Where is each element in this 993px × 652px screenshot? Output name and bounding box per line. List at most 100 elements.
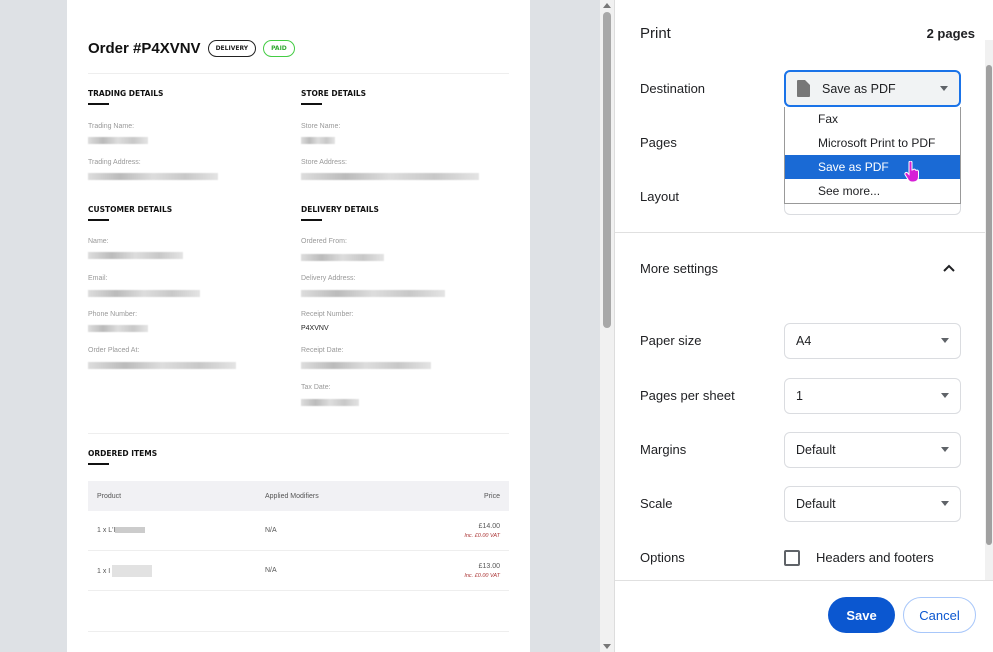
options-label: Options (640, 550, 685, 565)
pages-per-sheet-label: Pages per sheet (640, 388, 735, 403)
chevron-up-icon[interactable] (943, 264, 955, 272)
destination-select[interactable]: Save as PDF (784, 70, 961, 107)
trading-address-label: Trading Address: (88, 159, 141, 166)
cancel-button[interactable]: Cancel (903, 597, 976, 633)
order-title-row: Order #P4XVNV DELIVERY PAID (88, 40, 295, 57)
margins-value: Default (796, 443, 836, 457)
headers-footers-checkbox[interactable] (784, 550, 800, 566)
redacted-value (88, 137, 148, 144)
ordered-from-label: Ordered From: (301, 238, 347, 245)
order-placed-label: Order Placed At: (88, 347, 140, 354)
headers-footers-label[interactable]: Headers and footers (816, 550, 934, 565)
redacted-value (88, 252, 183, 259)
redacted-value (115, 527, 146, 534)
email-label: Email: (88, 275, 108, 282)
scale-select[interactable]: Default (784, 486, 961, 522)
save-button[interactable]: Save (828, 597, 895, 633)
hand-cursor-icon (904, 161, 919, 183)
modifiers-cell: N/A (265, 527, 277, 534)
store-address-label: Store Address: (301, 159, 347, 166)
price-cell: £13.00 Inc. £0.00 VAT (464, 563, 500, 579)
redacted-value (301, 290, 445, 297)
price: £13.00 (478, 562, 500, 570)
redacted-value (301, 399, 359, 406)
margins-select[interactable]: Default (784, 432, 961, 468)
divider (615, 580, 993, 581)
option-microsoft-print-to-pdf[interactable]: Microsoft Print to PDF (818, 136, 936, 150)
dropdown-arrow-icon (941, 501, 949, 510)
divider (88, 631, 509, 632)
vat-note: Inc. £0.00 VAT (464, 572, 500, 579)
destination-value: Save as PDF (822, 81, 896, 96)
price: £14.00 (478, 522, 500, 530)
redacted-value (88, 362, 236, 369)
name-label: Name: (88, 238, 109, 245)
order-title: Order #P4XVNV (88, 40, 201, 57)
pages-label: Pages (640, 135, 677, 150)
store-details-heading: STORE DETAILS (301, 89, 366, 105)
delivery-address-label: Delivery Address: (301, 275, 356, 282)
redacted-value (88, 290, 200, 297)
layout-label: Layout (640, 189, 680, 204)
paper-size-value: A4 (796, 334, 812, 348)
pages-per-sheet-select[interactable]: 1 (784, 378, 961, 414)
scrollbar-thumb[interactable] (603, 12, 611, 328)
product-name: 1 x I (97, 567, 111, 575)
margins-label: Margins (640, 442, 687, 457)
more-settings-toggle[interactable]: More settings (640, 261, 719, 276)
pages-per-sheet-value: 1 (796, 389, 803, 403)
dropdown-arrow-icon (941, 393, 949, 402)
scrollbar-thumb[interactable] (986, 65, 992, 545)
option-fax[interactable]: Fax (818, 112, 839, 126)
paper-size-label: Paper size (640, 333, 702, 348)
product-cell: 1 x I (97, 564, 265, 577)
scroll-down-icon[interactable] (603, 642, 611, 650)
header-price: Price (484, 492, 500, 500)
table-row: 1 x I N/A £13.00 Inc. £0.00 VAT (88, 551, 509, 591)
page-count: 2 pages (926, 26, 975, 41)
redacted-value (88, 325, 148, 332)
table-row: 1 x L'I N/A £14.00 Inc. £0.00 VAT (88, 511, 509, 551)
price-cell: £14.00 Inc. £0.00 VAT (464, 523, 500, 539)
store-name-label: Store Name: (301, 123, 341, 130)
receipt-date-label: Receipt Date: (301, 347, 344, 354)
redacted-value (301, 173, 479, 180)
header-product: Product (97, 492, 122, 500)
destination-dropdown-menu[interactable]: Fax Microsoft Print to PDF Save as PDF S… (784, 107, 961, 204)
vat-note: Inc. £0.00 VAT (464, 532, 500, 539)
receipt-number-label: Receipt Number: (301, 311, 354, 318)
dropdown-arrow-icon (941, 338, 949, 347)
receipt-number-value: P4XVNV (301, 325, 329, 332)
customer-details-heading: CUSTOMER DETAILS (88, 205, 172, 221)
paid-badge: PAID (263, 40, 295, 57)
ordered-items-table: Product Applied Modifiers Price 1 x L'I … (88, 481, 509, 591)
product-name: 1 x L'I (97, 527, 116, 534)
print-preview: Order #P4XVNV DELIVERY PAID TRADING DETA… (0, 0, 600, 652)
option-save-as-pdf[interactable]: Save as PDF (785, 155, 960, 179)
tax-date-label: Tax Date: (301, 384, 331, 391)
dropdown-arrow-icon (941, 447, 949, 456)
scale-value: Default (796, 497, 836, 511)
header-modifiers: Applied Modifiers (265, 492, 319, 500)
print-title: Print (640, 25, 671, 42)
redacted-value (301, 137, 335, 144)
preview-page: Order #P4XVNV DELIVERY PAID TRADING DETA… (67, 0, 530, 652)
settings-scrollbar[interactable] (985, 40, 993, 580)
trading-details-heading: TRADING DETAILS (88, 89, 163, 105)
table-header: Product Applied Modifiers Price (88, 481, 509, 511)
scroll-up-icon[interactable] (603, 2, 611, 10)
paper-size-select[interactable]: A4 (784, 323, 961, 359)
product-cell: 1 x L'I (97, 527, 265, 534)
destination-label: Destination (640, 81, 706, 96)
scale-label: Scale (640, 496, 673, 511)
preview-scrollbar[interactable] (600, 0, 614, 652)
dropdown-arrow-icon (940, 86, 948, 95)
redacted-value (88, 173, 218, 180)
option-see-more[interactable]: See more... (818, 184, 881, 198)
delivery-details-heading: DELIVERY DETAILS (301, 205, 379, 221)
redacted-value (301, 254, 384, 261)
divider (88, 433, 509, 434)
delivery-badge: DELIVERY (207, 40, 257, 57)
divider (615, 232, 993, 233)
redacted-value (112, 564, 153, 577)
